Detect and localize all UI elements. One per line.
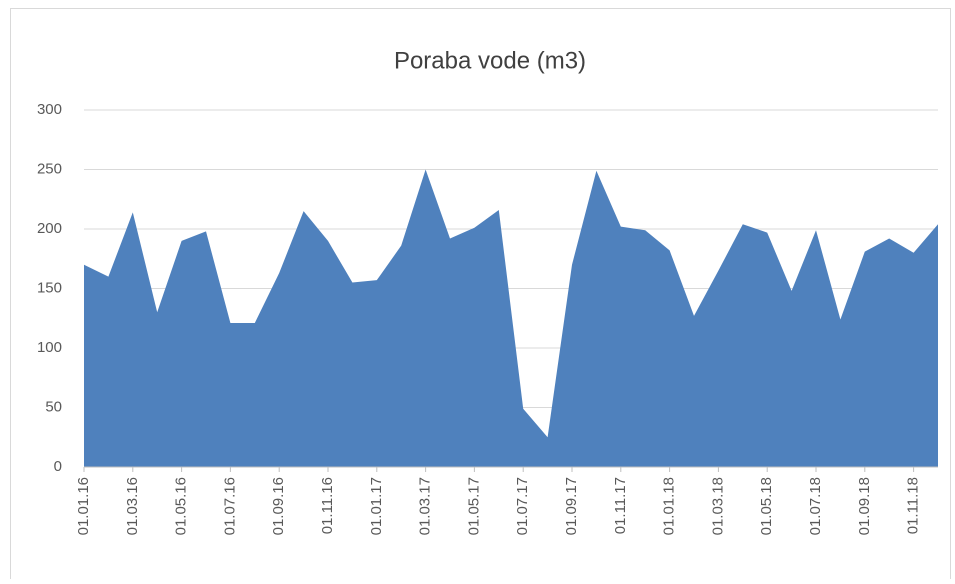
x-tick-label: 01.03.18 bbox=[709, 477, 726, 535]
x-tick-label: 01.11.16 bbox=[319, 477, 336, 534]
x-tick-label: 01.11.18 bbox=[905, 477, 922, 534]
x-tick-label: 01.05.18 bbox=[758, 477, 775, 535]
x-tick-label: 01.09.16 bbox=[270, 477, 287, 535]
x-tick-label: 01.07.18 bbox=[807, 477, 824, 535]
x-tick-label: 01.05.17 bbox=[465, 477, 482, 535]
y-tick-label: 150 bbox=[37, 279, 62, 296]
y-tick-label: 300 bbox=[37, 101, 62, 118]
x-tick-label: 01.01.16 bbox=[75, 477, 92, 535]
y-tick-label: 200 bbox=[37, 220, 62, 237]
x-tick-label: 01.03.17 bbox=[417, 477, 434, 535]
x-tick-label: 01.09.17 bbox=[563, 477, 580, 535]
y-tick-label: 250 bbox=[37, 160, 62, 177]
x-tick-label: 01.07.16 bbox=[221, 477, 238, 535]
y-tick-label: 50 bbox=[45, 398, 62, 415]
x-tick-label: 01.11.17 bbox=[612, 477, 629, 534]
x-tick-label: 01.05.16 bbox=[173, 477, 190, 535]
y-tick-label: 100 bbox=[37, 339, 62, 356]
x-tick-label: 01.07.17 bbox=[514, 477, 531, 535]
y-tick-label: 0 bbox=[54, 458, 62, 475]
chart-title: Poraba vode (m3) bbox=[394, 47, 586, 74]
x-tick-label: 01.01.18 bbox=[661, 477, 678, 535]
area bbox=[84, 169, 938, 467]
x-tick-label: 01.01.17 bbox=[368, 477, 385, 535]
x-tick-label: 01.09.18 bbox=[856, 477, 873, 535]
x-tick-label: 01.03.16 bbox=[124, 477, 141, 535]
